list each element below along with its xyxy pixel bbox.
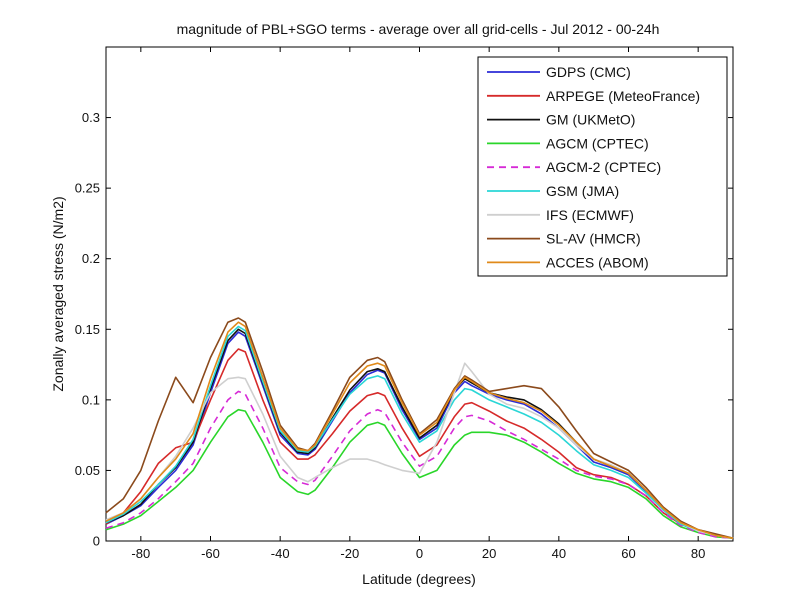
legend-label-acces-abom: ACCES (ABOM) bbox=[546, 254, 649, 270]
x-tick-label: 60 bbox=[621, 546, 635, 561]
series-line-sl-av-hmcr bbox=[105, 317, 734, 539]
legend-label-gm-ukmeto: GM (UKMetO) bbox=[546, 112, 635, 128]
legend-label-agcm-2-cptec: AGCM-2 (CPTEC) bbox=[546, 159, 661, 175]
y-tick-label: 0 bbox=[93, 534, 100, 549]
x-tick-label: 80 bbox=[691, 546, 705, 561]
series-line-agcm-cptec bbox=[105, 408, 734, 539]
x-tick-label: -20 bbox=[340, 546, 359, 561]
x-tick-label: -80 bbox=[131, 546, 150, 561]
x-tick-label: -40 bbox=[271, 546, 290, 561]
y-tick-label: 0.15 bbox=[75, 322, 100, 337]
series-lines bbox=[105, 317, 734, 539]
y-tick-label: 0.1 bbox=[82, 392, 100, 407]
y-tick-label: 0.25 bbox=[75, 181, 100, 196]
legend-label-gsm-jma: GSM (JMA) bbox=[546, 183, 619, 199]
axes-ticks: -80 -60 -40 -20 0 20 40 60 80 0 0.05 0.1 0.15 0.2 0.25… bbox=[75, 47, 733, 561]
y-tick-label: 0.05 bbox=[75, 463, 100, 478]
series-line-gdps-cmc bbox=[105, 331, 734, 539]
x-axis-label: Latitude (degrees) bbox=[362, 571, 476, 587]
y-tick-label: 0.3 bbox=[82, 110, 100, 125]
legend-label-arpege-meteofrance: ARPEGE (MeteoFrance) bbox=[546, 88, 700, 104]
x-tick-label: 40 bbox=[552, 546, 566, 561]
legend-label-gdps-cmc: GDPS (CMC) bbox=[546, 64, 631, 80]
chart-title: magnitude of PBL+SGO terms - average ove… bbox=[177, 21, 660, 37]
y-axis-label: Zonally averaged stress (N/m2) bbox=[50, 196, 66, 391]
series-line-ifs-ecmwf bbox=[105, 362, 734, 539]
series-line-gsm-jma bbox=[105, 325, 734, 539]
legend-label-sl-av-hmcr: SL-AV (HMCR) bbox=[546, 231, 641, 247]
x-tick-label: 0 bbox=[416, 546, 423, 561]
series-line-acces-abom bbox=[105, 321, 734, 539]
legend: GDPS (CMC) ARPEGE (MeteoFrance) GM (UKMetO… bbox=[477, 56, 728, 277]
y-tick-label: 0.2 bbox=[82, 251, 100, 266]
legend-label-ifs-ecmwf: IFS (ECMWF) bbox=[546, 207, 634, 223]
series-line-agcm-2-cptec bbox=[105, 390, 734, 539]
series-line-arpege-meteofrance bbox=[105, 348, 734, 539]
legend-label-agcm-cptec: AGCM (CPTEC) bbox=[546, 135, 649, 151]
x-tick-label: 20 bbox=[482, 546, 496, 561]
x-tick-label: -60 bbox=[201, 546, 220, 561]
